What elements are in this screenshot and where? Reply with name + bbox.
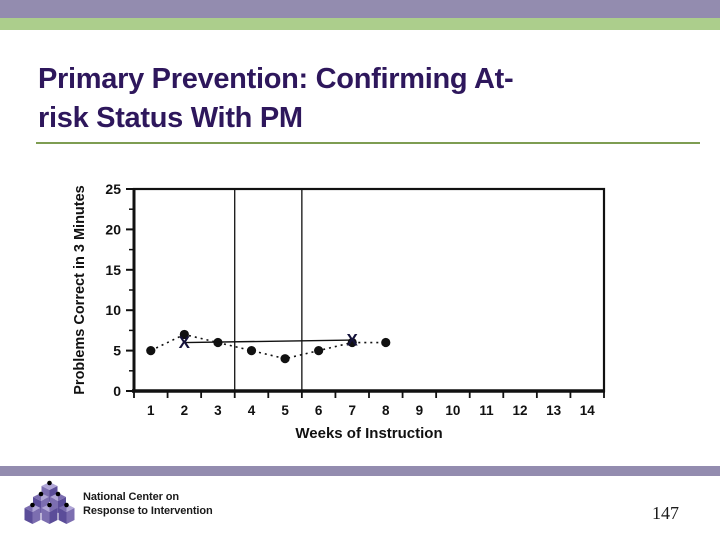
data-point-dot [246,346,257,356]
x-tick-label: 7 [348,403,356,418]
x-tick-label: 5 [281,403,289,418]
data-point-dot [146,346,156,356]
weekly-progress-monitoring-scores-line [150,333,386,360]
benchmark-x-marker: X [179,333,191,352]
y-tick-label: 20 [105,221,121,237]
slide-title-line2: risk Status With PM [38,102,303,134]
top-green-bar [0,18,720,30]
data-point-dot [280,354,290,364]
x-tick-label: 8 [382,403,390,418]
data-point-dot [381,337,391,348]
footer-org-name: National Center on Response to Intervent… [83,490,213,518]
logo-book-unit [24,502,41,524]
plot-border [132,187,606,393]
x-tick-label: 4 [248,403,256,418]
footer-purple-bar [0,466,720,476]
y-tick-label: 25 [105,181,121,197]
footer-org-line2: Response to Intervention [83,505,213,517]
x-tick-label: 1 [147,403,155,418]
x-tick-label: 9 [416,403,424,418]
page-number: 147 [652,503,679,523]
y-tick-label: 0 [113,383,121,399]
x-tick-label: 3 [214,403,222,418]
x-tick-label: 13 [546,403,562,418]
x-tick-label: 2 [181,403,189,418]
benchmark-screening-scores-line [184,339,353,344]
y-tick-label: 15 [105,262,121,278]
x-tick-label: 10 [445,403,460,418]
logo-book-unit [41,502,58,524]
x-tick-label: 12 [513,403,528,418]
slide-title: Primary Prevention: Confirming At-risk S… [38,60,688,138]
footer-org-line1: National Center on [83,491,179,503]
data-point-dot [314,346,324,356]
logo-book-unit [58,502,75,524]
y-tick-label: 5 [113,343,121,359]
slide-title-line1: Primary Prevention: Confirming At- [38,63,514,95]
x-tick-label: 14 [580,403,596,418]
x-tick-label: 6 [315,403,323,418]
top-purple-bar [0,0,720,18]
y-tick-label: 10 [105,302,121,318]
x-tick-label: 11 [479,403,494,418]
rti-pyramid-logo-icon [22,480,78,536]
y-axis-title: Problems Correct in 3 Minutes [72,185,88,395]
data-point-dot [179,329,189,340]
title-underline-rule [36,142,700,144]
x-axis-title: Weeks of Instruction [295,425,442,442]
progress-monitoring-chart: X X 0 5 10 15 20 25 1 2 3 4 5 6 7 8 9 10 11 12 13 14 Problems … [60,158,620,450]
benchmark-x-marker: X [347,331,359,350]
